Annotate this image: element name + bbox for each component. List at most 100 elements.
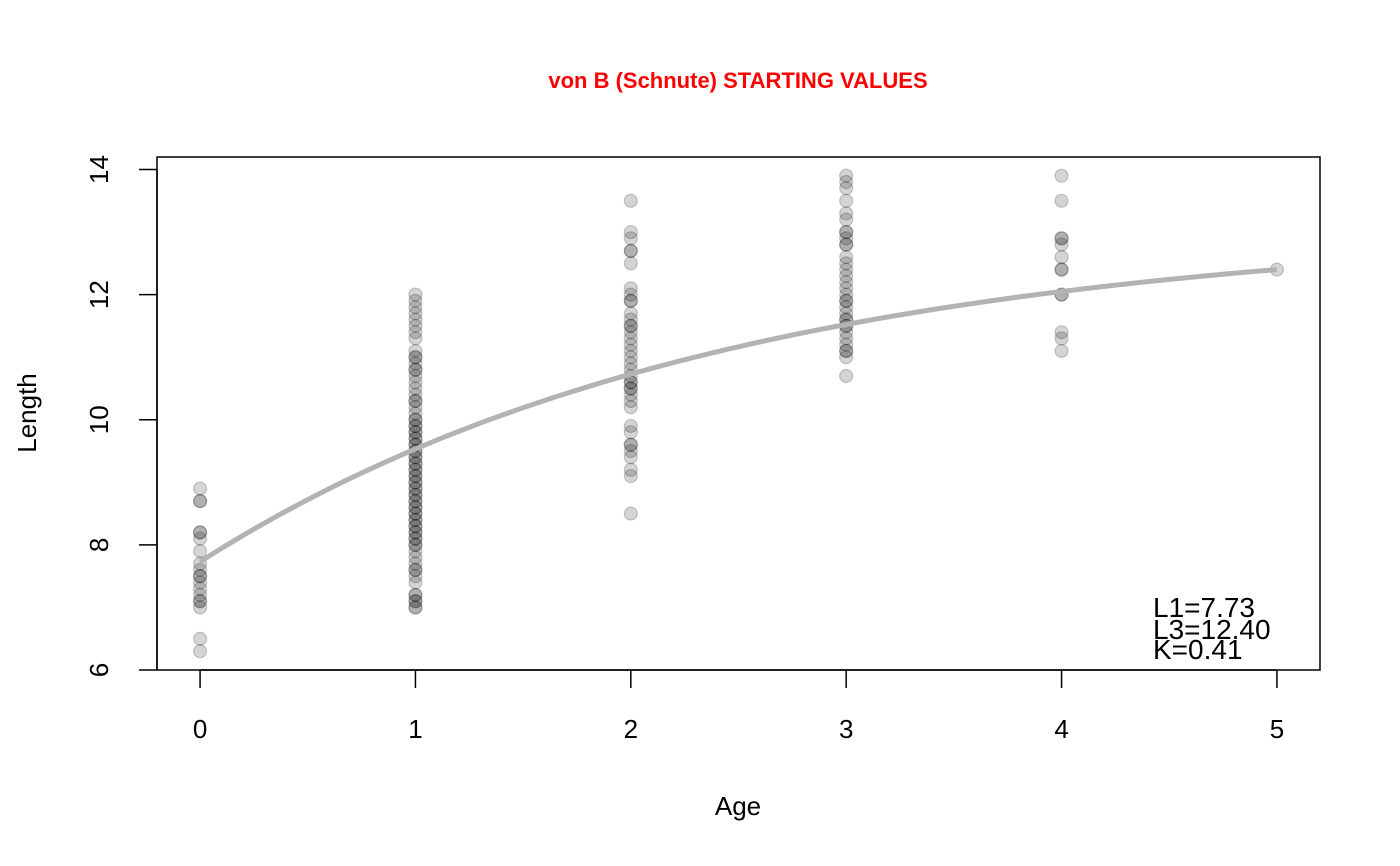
data-point: [839, 237, 854, 252]
y-tick-label: 6: [84, 663, 114, 677]
data-point: [408, 312, 423, 327]
data-point: [839, 368, 854, 384]
data-point: [623, 337, 638, 352]
data-point: [1054, 331, 1069, 346]
data-point: [192, 581, 208, 596]
data-point: [408, 594, 423, 609]
data-point: [408, 325, 423, 340]
data-point: [192, 525, 208, 540]
data-point: [408, 512, 423, 527]
data-point: [408, 362, 423, 377]
y-tick-label: 14: [84, 155, 114, 184]
data-point: [623, 193, 638, 208]
data-point: [408, 387, 423, 402]
data-point: [1054, 193, 1069, 208]
data-point: [408, 356, 423, 371]
data-point: [408, 318, 423, 334]
data-point: [192, 644, 208, 659]
data-point: [839, 281, 854, 296]
data-point: [408, 525, 423, 540]
data-point: [408, 293, 423, 308]
data-point: [408, 506, 423, 521]
data-point: [839, 287, 854, 302]
chart-title: von B (Schnute) STARTING VALUES: [548, 68, 927, 93]
data-point: [623, 343, 638, 359]
data-point: [408, 475, 423, 490]
data-point: [623, 325, 638, 340]
data-point: [839, 249, 854, 265]
data-point: [839, 262, 854, 277]
data-point: [192, 493, 208, 509]
data-point: [408, 519, 423, 534]
data-point: [408, 519, 423, 534]
data-point: [408, 287, 423, 302]
data-point: [623, 306, 638, 321]
data-point: [623, 437, 638, 452]
data-point: [623, 318, 638, 334]
data-point: [408, 544, 423, 559]
data-point: [408, 600, 423, 615]
annotation-l3: L3=12.40: [1153, 614, 1271, 645]
data-point: [192, 594, 208, 609]
data-point: [1054, 231, 1069, 246]
data-point: [408, 412, 423, 427]
data-point: [408, 500, 423, 515]
x-axis-label: Age: [715, 791, 761, 821]
data-point: [839, 206, 854, 221]
data-point: [839, 293, 854, 308]
data-point: [408, 562, 423, 578]
data-point: [408, 481, 423, 496]
data-point: [839, 306, 854, 321]
data-point: [623, 256, 638, 271]
data-point: [839, 256, 854, 271]
data-point: [408, 481, 423, 496]
data-point: [408, 525, 423, 540]
data-point: [623, 231, 638, 246]
data-point: [408, 487, 423, 502]
data-point: [839, 300, 854, 315]
data-point: [408, 468, 423, 484]
data-point: [623, 381, 638, 396]
data-point: [839, 337, 854, 352]
data-point: [408, 537, 423, 552]
x-tick-label: 0: [193, 714, 207, 744]
y-tick-label: 8: [84, 538, 114, 552]
data-point: [192, 525, 208, 540]
data-point: [623, 281, 638, 296]
data-point: [192, 600, 208, 615]
data-point: [408, 587, 423, 603]
data-point: [192, 531, 208, 546]
data-point: [408, 493, 423, 509]
data-point: [408, 512, 423, 527]
data-point: [408, 587, 423, 603]
data-point: [839, 275, 854, 290]
data-point: [408, 550, 423, 565]
data-point: [623, 506, 638, 521]
data-point: [408, 506, 423, 521]
data-point: [1054, 325, 1069, 340]
data-point: [839, 293, 854, 308]
data-point: [623, 450, 638, 465]
data-point: [408, 575, 423, 590]
data-point: [1054, 231, 1069, 246]
data-point: [408, 531, 423, 546]
data-point: [623, 418, 638, 434]
data-point: [408, 362, 423, 377]
data-point: [623, 381, 638, 396]
x-tick-label: 3: [839, 714, 853, 744]
data-point: [623, 400, 638, 415]
data-point: [839, 343, 854, 359]
data-point: [623, 356, 638, 371]
data-point: [408, 343, 423, 359]
data-point: [408, 300, 423, 315]
data-point: [839, 193, 854, 208]
data-point: [192, 569, 208, 584]
data-point: [408, 431, 423, 446]
data-point: [623, 443, 638, 459]
data-point: [623, 287, 638, 302]
data-point: [623, 437, 638, 452]
data-point: [408, 456, 423, 471]
data-point: [1054, 343, 1069, 359]
data-point: [408, 456, 423, 471]
